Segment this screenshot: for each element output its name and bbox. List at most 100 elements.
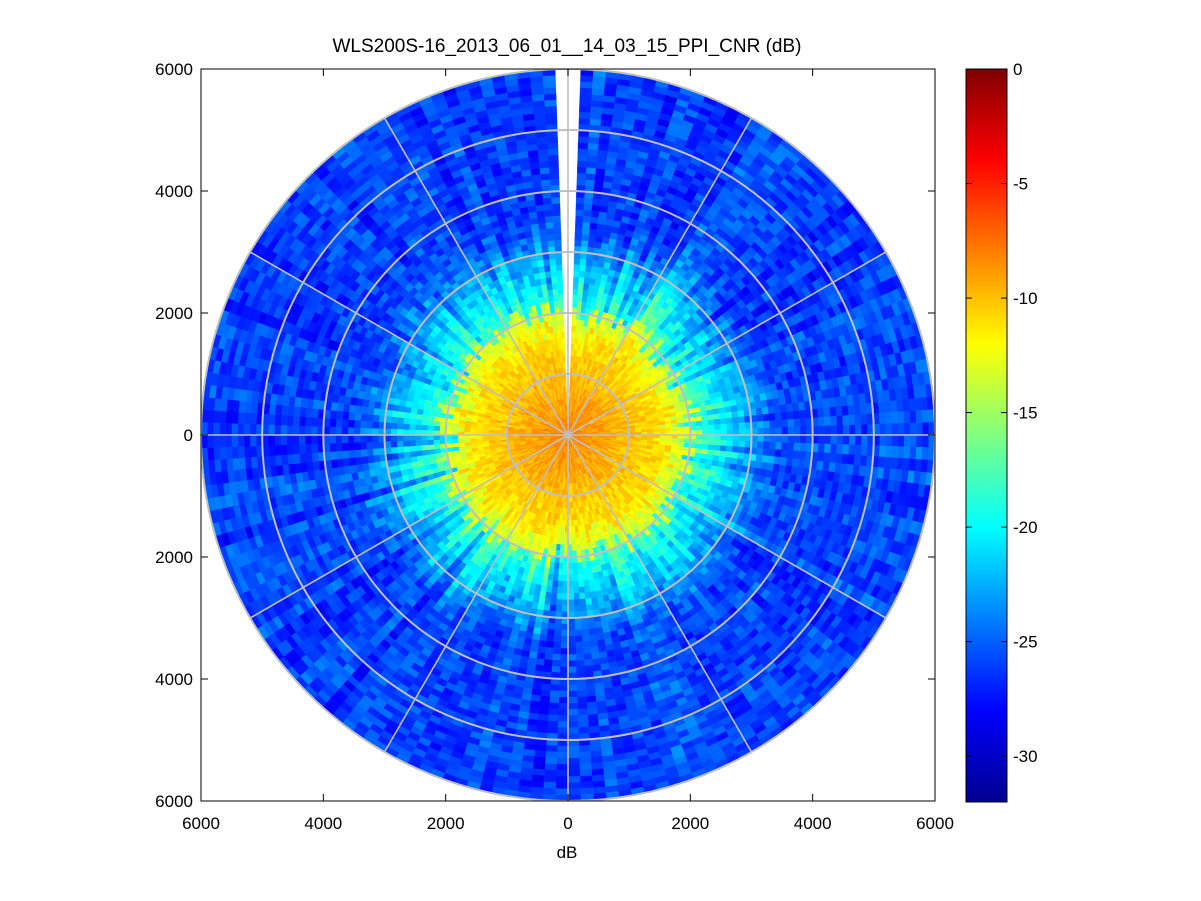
ppi-cell [830,434,838,445]
ppi-cell [572,282,579,290]
ppi-cell [787,442,795,451]
ppi-cell [757,427,764,436]
ppi-cell [586,154,598,163]
ppi-cell [897,446,905,459]
ppi-cell [818,425,826,436]
ppi-cell [773,405,782,414]
ppi-cell [775,419,783,429]
ppi-cnr-field [201,69,935,801]
ppi-cell [731,451,739,460]
ppi-cell [855,424,862,436]
ppi-cell [797,458,806,469]
ppi-cell [769,434,777,443]
ppi-cell [842,434,850,446]
ppi-cell [885,445,893,458]
ppi-cell [836,425,844,436]
ppi-cell [878,445,887,458]
ppi-cell [769,427,777,436]
ppi-cell [583,203,593,211]
ppi-cell [848,444,856,456]
ppi-cell [713,418,721,426]
ppi-cell [665,427,673,432]
ppi-cell [695,443,703,450]
ppi-cell [910,422,917,436]
ppi-cell [817,416,825,427]
ppi-cell [781,419,789,428]
ppi-cell [842,424,850,436]
ppi-cell [779,457,788,466]
ppi-cell [761,455,769,464]
ppi-cell [737,452,745,460]
ppi-cell [879,434,887,447]
ppi-cell [836,415,844,426]
ppi-cell [793,426,801,436]
ppi-cell [859,403,868,415]
ppi-cell [897,423,905,436]
ppi-cell [755,407,763,416]
ppi-cell [572,300,578,308]
ppi-cell [879,423,887,436]
ppi-cell [903,410,911,424]
ppi-cell [824,434,832,445]
ppi-cell [581,227,590,236]
ppi-cell [738,440,746,448]
ppi-cell [701,424,709,431]
ppi-cell [720,429,728,436]
ppi-cell [577,148,589,156]
ppi-cell [587,142,599,151]
ppi-cell [787,434,795,444]
ppi-cell [903,434,911,448]
ppi-cell [903,446,911,460]
ppi-cell [695,425,703,431]
ppi-cell [859,455,868,467]
ppi-cell [756,421,764,429]
ppi-cell [860,444,868,457]
ppi-cell [842,415,850,426]
ppi-cell [768,448,776,457]
ppi-cell [585,264,593,273]
ppi-cell [640,429,648,433]
ppi-cell [767,455,776,465]
ppi-cell [902,458,910,471]
ppi-cell [896,399,904,413]
ppi-cell [779,404,788,413]
ppi-cell [902,399,910,412]
ppi-cell [860,413,868,426]
ppi-cell [578,270,586,278]
ppi-cell [793,434,801,444]
ppi-cell [884,456,892,470]
ppi-cell [861,424,868,436]
ppi-cell [583,209,592,217]
ppi-cell [824,425,832,436]
ppi-cell [738,416,746,424]
ppi-cell [695,439,703,445]
ppi-cell [890,457,898,470]
ppi-cell [835,406,843,417]
ppi-cell [916,434,924,448]
ppi-cell [701,439,709,446]
ppi-cell [824,416,832,427]
ppi-cell [824,443,832,454]
ppi-cell [854,444,862,456]
ppi-cell [763,427,771,436]
ppi-cell [915,410,923,424]
ppi-cell [853,404,862,416]
ppi-cell [829,453,837,464]
ppi-cell [884,400,892,414]
ppi-cell [854,414,862,426]
ppi-cell [575,215,584,223]
ppi-cell [713,450,721,457]
ppi-cell [658,424,666,429]
ppi-cell [701,444,709,450]
ppi-cell [677,422,685,428]
ppi-cell [573,270,580,278]
ppi-cell [791,458,800,468]
ppi-cell [785,457,794,467]
ppi-cell [732,434,740,442]
ppi-cell [786,450,795,459]
ppi-cell [588,228,598,236]
ppi-cell [579,87,593,95]
ppi-cell [774,412,782,421]
ppi-cell [671,427,679,432]
ppi-cell [712,408,720,415]
